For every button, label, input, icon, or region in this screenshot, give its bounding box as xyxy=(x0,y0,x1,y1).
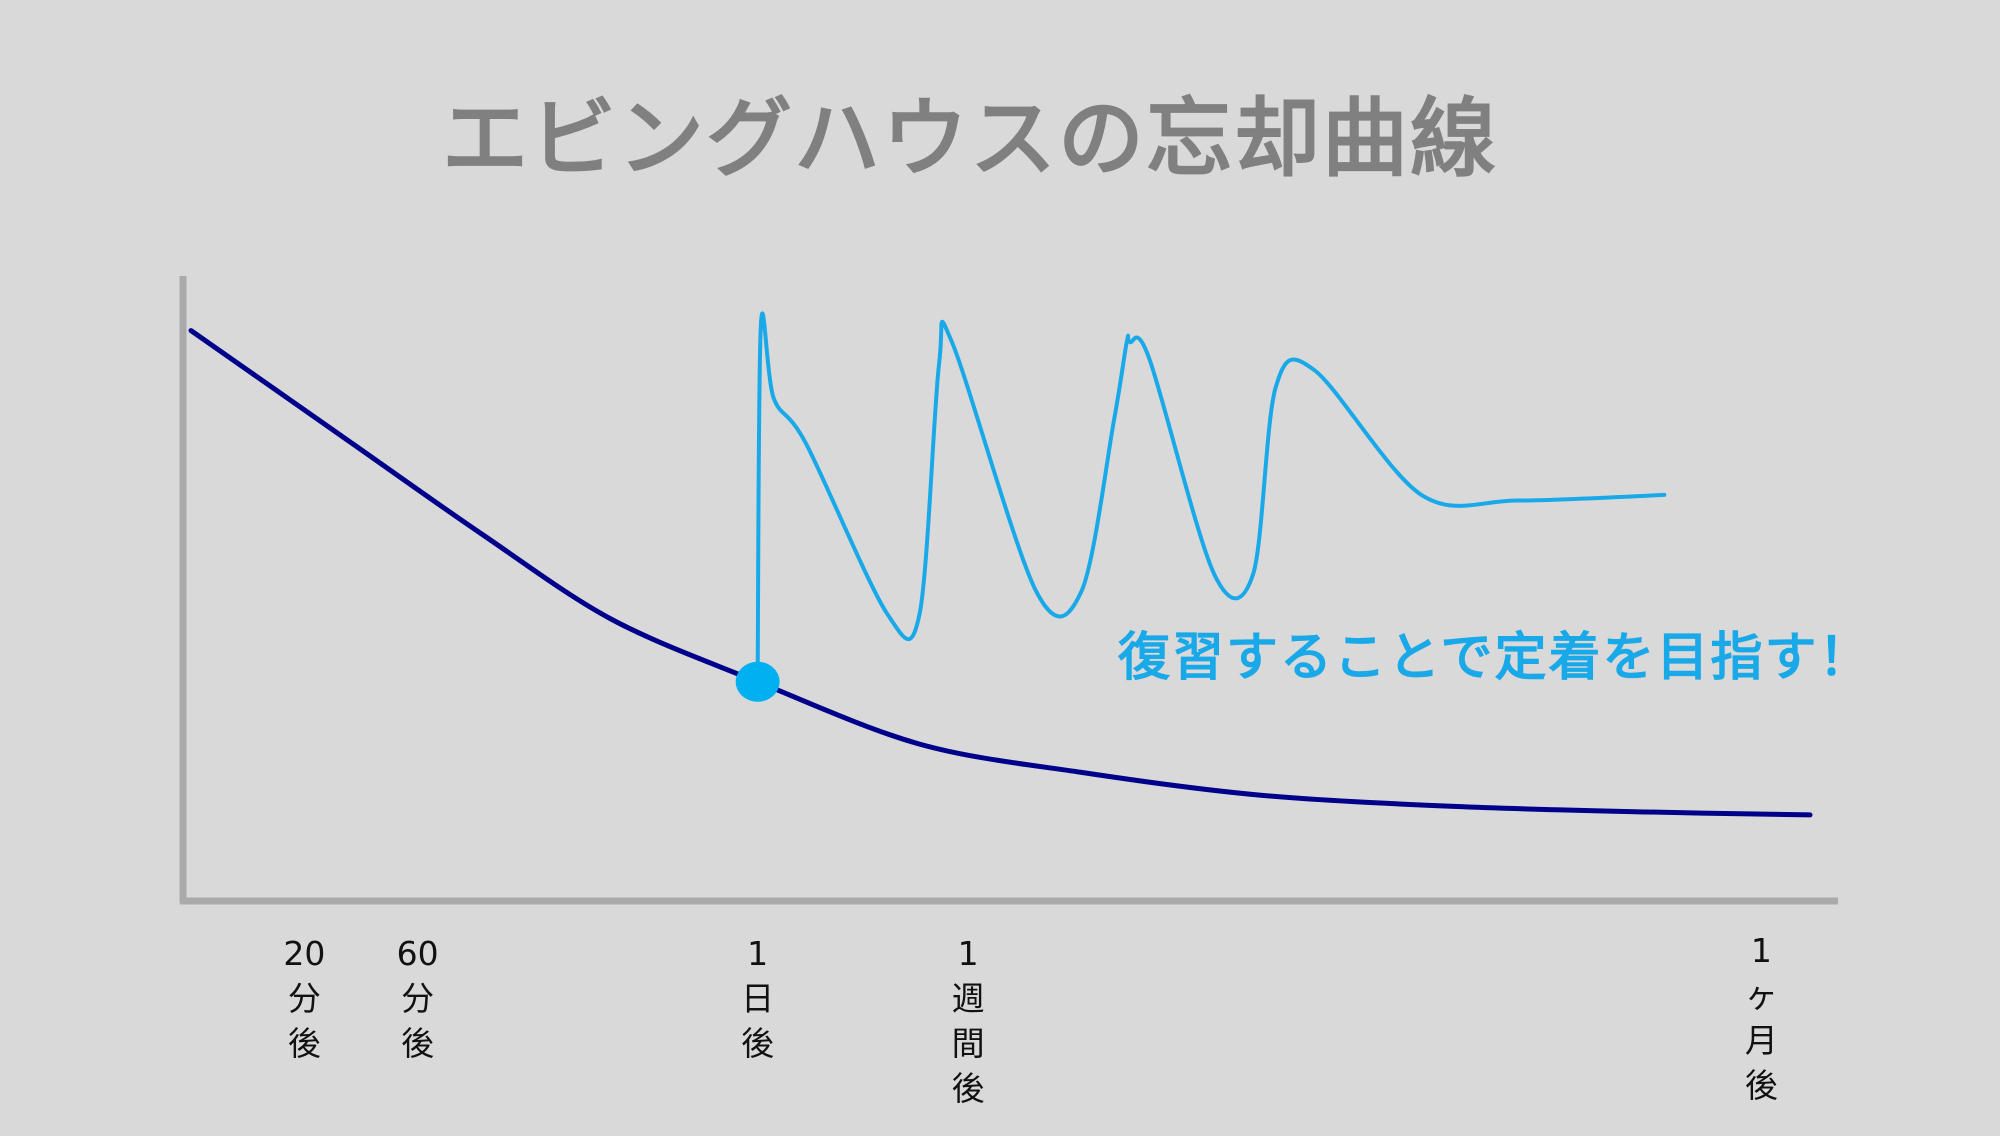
x-tick-label-1day: 1 日 後 xyxy=(741,934,775,1063)
chart-title: エビングハウスの忘却曲線 xyxy=(442,89,1498,189)
x-tick-label-20min: 20 分 後 xyxy=(283,934,326,1063)
review-annotation: 復習することで定着を目指す！ xyxy=(1118,628,1873,688)
review-curve-line xyxy=(755,311,1667,684)
x-tick-label-60min: 60 分 後 xyxy=(396,934,439,1063)
review-start-point xyxy=(735,661,780,702)
forgetting-curve-line xyxy=(188,328,1813,818)
x-tick-label-1week: 1 週 間 後 xyxy=(951,934,985,1108)
x-tick-label-1month: 1 ヶ 月 後 xyxy=(1744,931,1778,1105)
